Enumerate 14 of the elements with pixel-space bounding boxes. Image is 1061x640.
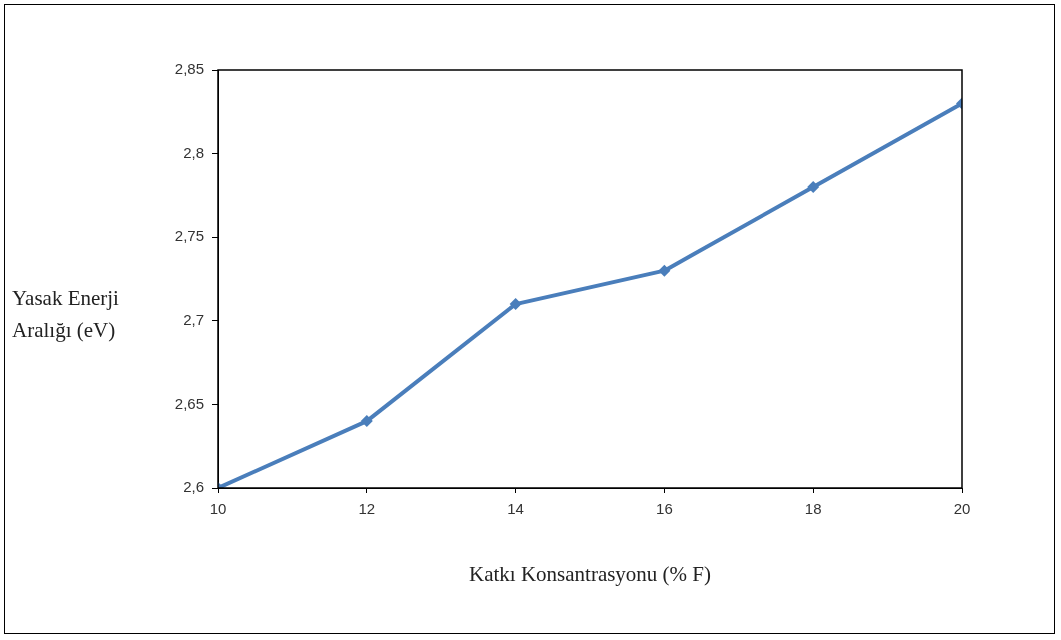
x-tick-label: 10 bbox=[209, 500, 227, 518]
y-tick-label: 2,7 bbox=[183, 310, 204, 328]
x-tick-label: 18 bbox=[804, 500, 822, 518]
x-tick-label: 20 bbox=[953, 500, 971, 518]
x-tick-label: 12 bbox=[358, 500, 376, 518]
y-tick-label: 2,75 bbox=[174, 227, 204, 245]
y-tick-label: 2,6 bbox=[183, 478, 204, 496]
y-axis-title: Yasak Enerji Aralığı (eV) bbox=[12, 285, 120, 344]
x-tick-label: 16 bbox=[656, 500, 673, 518]
y-tick-label: 2,65 bbox=[174, 394, 204, 412]
y-tick-label: 2,8 bbox=[183, 143, 204, 161]
y-tick-label: 2,85 bbox=[174, 60, 204, 78]
x-tick-label: 14 bbox=[507, 500, 524, 518]
x-axis-title: Katkı Konsantrasyonu (% F) bbox=[468, 561, 712, 586]
